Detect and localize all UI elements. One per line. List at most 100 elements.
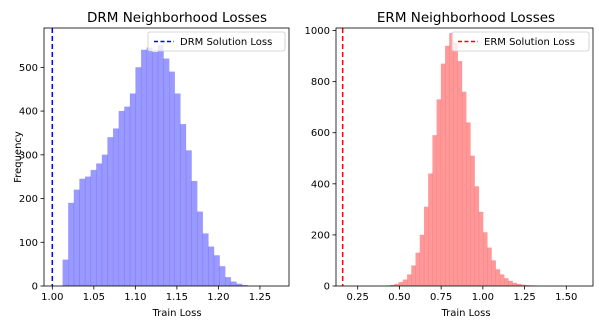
histogram-bar bbox=[124, 106, 131, 287]
histogram-bar bbox=[444, 45, 450, 287]
histogram-bar bbox=[457, 61, 463, 287]
x-tick-label: 1.50 bbox=[555, 292, 577, 303]
bars bbox=[385, 32, 539, 287]
x-tick-label: 0.50 bbox=[388, 292, 410, 303]
histogram-bar bbox=[419, 234, 425, 287]
histogram-bar bbox=[135, 67, 142, 287]
histogram-bar bbox=[79, 178, 86, 287]
x-axis-label: Train Loss bbox=[440, 308, 490, 319]
x-tick-label: 1.00 bbox=[472, 292, 494, 303]
histogram-bar bbox=[107, 137, 114, 287]
plot-frame bbox=[43, 27, 290, 287]
histogram-bar bbox=[461, 91, 467, 287]
x-tick-label: 0.75 bbox=[430, 292, 452, 303]
y-tick-label: 0 bbox=[324, 282, 330, 293]
y-ticks: 0 100 200 300 400 500 bbox=[19, 63, 44, 293]
chart-title: DRM Neighborhood Losses bbox=[87, 10, 267, 26]
legend-label: DRM Solution Loss bbox=[180, 37, 272, 48]
histogram-bar bbox=[90, 169, 97, 287]
histogram-bar bbox=[491, 260, 497, 287]
y-tick-label: 1000 bbox=[305, 26, 330, 37]
bars bbox=[62, 45, 248, 287]
histogram-bar bbox=[146, 47, 153, 287]
histogram-bar bbox=[185, 150, 192, 287]
histogram-bar bbox=[406, 274, 412, 287]
histogram-bar bbox=[415, 252, 421, 287]
histogram-bar bbox=[402, 279, 408, 287]
legend-label: ERM Solution Loss bbox=[484, 37, 575, 48]
x-tick-label: 1.20 bbox=[207, 292, 229, 303]
histogram-bar bbox=[140, 49, 147, 287]
x-ticks: 1.00 1.05 1.10 1.15 1.20 1.25 bbox=[41, 286, 271, 303]
histogram-bar bbox=[174, 93, 181, 287]
histogram-bar bbox=[487, 247, 492, 287]
histogram-bar bbox=[398, 281, 404, 287]
histogram-bar bbox=[73, 189, 80, 287]
histogram-bar bbox=[436, 99, 442, 287]
histogram-bar bbox=[225, 277, 232, 287]
histogram-bar bbox=[101, 154, 108, 287]
histogram-bar bbox=[470, 155, 475, 287]
histogram-bar bbox=[96, 163, 103, 287]
histogram-bar bbox=[112, 128, 119, 287]
histogram-bar bbox=[163, 58, 170, 287]
histogram-bar bbox=[474, 186, 480, 287]
legend: DRM Solution Loss bbox=[147, 31, 286, 52]
x-tick-label: 1.25 bbox=[249, 292, 271, 303]
x-tick-label: 0.25 bbox=[347, 292, 369, 303]
y-axis-label: Frequency bbox=[13, 131, 24, 183]
histogram-bar bbox=[495, 269, 501, 287]
histogram-bar bbox=[449, 32, 454, 287]
y-tick-label: 500 bbox=[19, 63, 38, 74]
legend: ERM Solution Loss bbox=[451, 31, 590, 52]
histogram-bar bbox=[230, 281, 237, 287]
drm-panel: DRM Neighborhood Losses 1.00 1.05 1.10 1.15… bbox=[13, 10, 290, 319]
x-tick-label: 1.15 bbox=[166, 292, 188, 303]
histogram-bar bbox=[168, 71, 176, 287]
y-tick-label: 400 bbox=[311, 179, 330, 190]
histogram-bar bbox=[202, 233, 209, 287]
histogram-bar bbox=[197, 211, 204, 287]
y-tick-label: 400 bbox=[19, 107, 38, 118]
x-tick-label: 1.10 bbox=[124, 292, 146, 303]
x-ticks: 0.25 0.50 0.75 1.00 1.25 1.50 bbox=[347, 286, 577, 303]
plot-frame bbox=[335, 27, 594, 287]
histogram-bar bbox=[453, 43, 459, 287]
histogram-bar bbox=[466, 122, 471, 287]
x-tick-label: 1.00 bbox=[41, 292, 63, 303]
erm-panel: ERM Neighborhood Losses 0.25 0.50 0.75 1.00… bbox=[305, 10, 594, 319]
y-tick-label: 100 bbox=[19, 238, 38, 249]
legend-box bbox=[451, 31, 590, 52]
histogram-bar bbox=[482, 232, 488, 287]
x-tick-label: 1.25 bbox=[513, 292, 535, 303]
histogram-bar bbox=[152, 51, 159, 287]
histogram-bar bbox=[508, 280, 513, 287]
x-axis-label: Train Loss bbox=[151, 308, 201, 319]
histogram-bar bbox=[62, 259, 69, 287]
y-tick-label: 300 bbox=[19, 150, 38, 161]
histogram-bar bbox=[440, 63, 446, 287]
chart-title: ERM Neighborhood Losses bbox=[377, 10, 555, 26]
histogram-bar bbox=[512, 282, 518, 287]
y-tick-label: 200 bbox=[311, 230, 330, 241]
y-tick-label: 200 bbox=[19, 194, 38, 205]
histogram-bar bbox=[180, 123, 187, 287]
histogram-bar bbox=[499, 274, 505, 287]
histogram-bar bbox=[428, 173, 433, 287]
histogram-bar bbox=[219, 266, 226, 287]
y-tick-label: 800 bbox=[311, 77, 330, 88]
histogram-bar bbox=[191, 180, 198, 287]
histogram-bar bbox=[129, 93, 136, 287]
y-tick-label: 0 bbox=[32, 282, 38, 293]
y-ticks: 0 200 400 600 800 1000 bbox=[305, 26, 336, 293]
histogram-bar bbox=[423, 206, 429, 287]
x-tick-label: 1.05 bbox=[83, 292, 105, 303]
histogram-bar bbox=[118, 110, 125, 287]
histogram-bar bbox=[504, 278, 509, 287]
histogram-bar bbox=[432, 135, 437, 287]
y-tick-label: 600 bbox=[311, 128, 330, 139]
legend-box bbox=[147, 31, 286, 52]
histogram-bar bbox=[84, 176, 91, 287]
histogram-bar bbox=[213, 255, 220, 287]
